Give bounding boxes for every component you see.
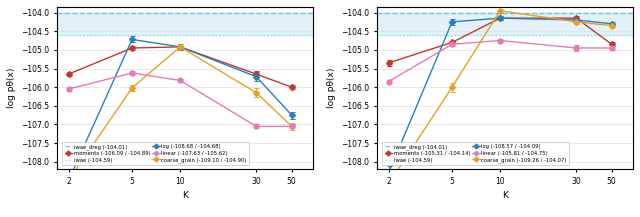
X-axis label: K: K <box>182 191 188 201</box>
X-axis label: K: K <box>502 191 508 201</box>
Y-axis label: log pθ(x): log pθ(x) <box>327 68 336 108</box>
Bar <box>377 13 633 35</box>
Bar <box>57 13 313 35</box>
Y-axis label: log pθ(x): log pθ(x) <box>7 68 16 108</box>
Legend: iwae_dreg (-104.01), moments (-106.09 / -104.89), iwae (-104.59), log (-108.68 /: iwae_dreg (-104.01), moments (-106.09 / … <box>63 142 249 165</box>
Legend: iwae_dreg (-104.01), moments (-105.31 / -104.14), iwae (-104.59), log (-108.57 /: iwae_dreg (-104.01), moments (-105.31 / … <box>383 142 569 165</box>
